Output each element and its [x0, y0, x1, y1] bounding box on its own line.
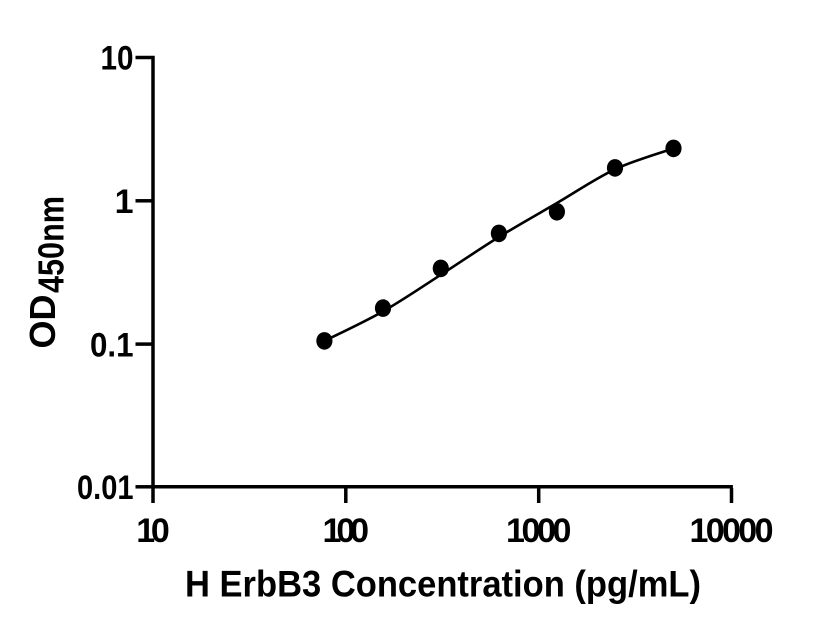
svg-text:10: 10	[101, 40, 134, 78]
svg-text:1: 1	[115, 183, 134, 221]
svg-text:0.1: 0.1	[90, 326, 134, 364]
svg-text:H ErbB3 Concentration (pg/mL): H ErbB3 Concentration (pg/mL)	[185, 564, 701, 605]
svg-text:450nm: 450nm	[30, 196, 71, 293]
svg-text:OD: OD	[22, 295, 63, 349]
svg-text:100: 100	[323, 512, 370, 550]
svg-text:10000: 10000	[690, 512, 774, 550]
svg-text:0.01: 0.01	[77, 469, 134, 507]
svg-text:10: 10	[136, 512, 170, 550]
svg-text:1000: 1000	[506, 512, 572, 550]
